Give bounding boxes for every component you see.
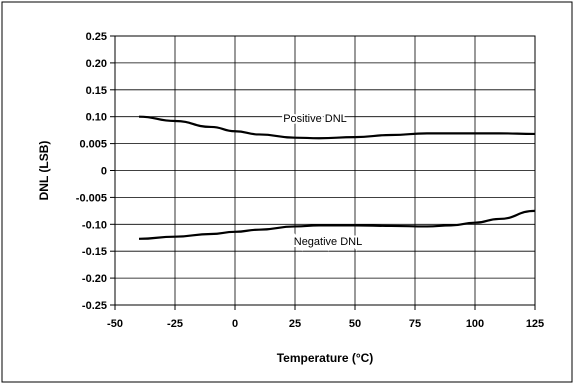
x-tick-label: -50 — [107, 318, 123, 330]
x-tick-label: 25 — [289, 318, 301, 330]
y-axis-title: DNL (LSB) — [37, 141, 51, 201]
y-tick-label: 0.25 — [86, 31, 107, 43]
y-tick-label: 0.20 — [86, 58, 107, 70]
y-tick-label: 0 — [101, 166, 107, 178]
x-tick-label: 75 — [409, 318, 421, 330]
y-tick-label: 0.15 — [86, 85, 107, 97]
negative-dnl-label: Negative DNL — [294, 236, 362, 248]
x-tick-label: 125 — [526, 318, 544, 330]
y-tick-labels: 0.25 0.20 0.15 0.10 0.005 0 -0.005 -0.10 -0.15 -0… — [76, 31, 107, 312]
x-tick-label: 0 — [232, 318, 238, 330]
negative-dnl-line — [138, 209, 536, 240]
x-tick-label: 50 — [349, 318, 361, 330]
y-tick-label: 0.005 — [79, 139, 107, 151]
y-tick-label: 0.10 — [86, 112, 107, 124]
x-tick-label: 100 — [466, 318, 484, 330]
y-tick-label: -0.10 — [82, 219, 107, 231]
series-layer — [138, 115, 536, 240]
x-tick-label: -25 — [167, 318, 183, 330]
y-tick-label: -0.005 — [76, 192, 107, 204]
y-tick-label: -0.20 — [82, 273, 107, 285]
y-tick-label: -0.15 — [82, 246, 107, 258]
positive-dnl-label: Positive DNL — [283, 113, 347, 125]
x-tick-labels: -50 -25 0 25 50 75 100 125 — [107, 318, 544, 330]
positive-dnl-line — [138, 115, 536, 140]
annotations-layer: Positive DNL Negative DNL — [281, 111, 364, 250]
plot-area-border — [114, 35, 536, 306]
y-tick-label: -0.25 — [82, 300, 107, 312]
outer-border — [1, 1, 573, 383]
x-axis-title: Temperature (°C) — [277, 351, 374, 365]
